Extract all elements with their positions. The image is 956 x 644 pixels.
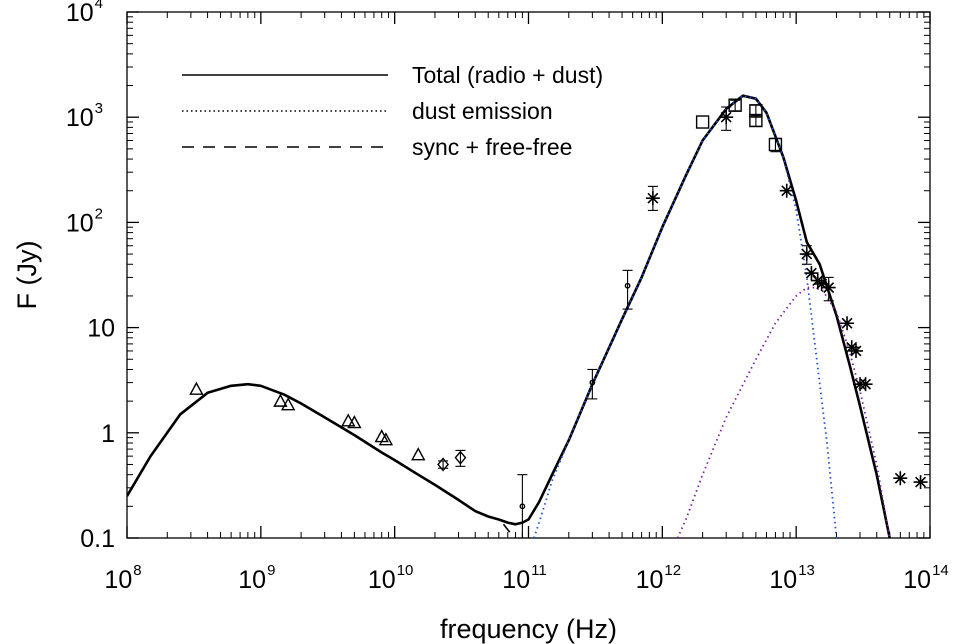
data-point-asterisk (849, 343, 864, 358)
triangle-marker (347, 415, 362, 429)
asterisk-marker (821, 280, 836, 295)
asterisk-marker (913, 475, 928, 490)
data-point-square (749, 113, 763, 128)
data-point-triangle (273, 393, 288, 407)
y-tick-exponent: 3 (95, 100, 103, 117)
x-tick-labels: 108 109 1010 1011 1012 1013 1014 (104, 562, 948, 594)
triangle-marker (411, 447, 426, 461)
y-tick-label: 1 (101, 420, 115, 448)
x-tick-label: 1011 (502, 562, 546, 594)
data-point-circle (517, 474, 528, 539)
x-tick-exponent: 14 (932, 562, 949, 579)
x-tick-label: 1014 (903, 562, 949, 594)
y-tick-label: 102 (66, 205, 103, 237)
data-point-asterisk (799, 245, 814, 265)
data-point-square (728, 98, 742, 112)
data-point-circle (622, 269, 633, 310)
asterisk-marker (849, 343, 864, 358)
asterisk-marker (840, 316, 855, 331)
data-point-asterisk (893, 471, 908, 486)
y-tick-label: 103 (66, 100, 103, 132)
triangle-marker (378, 432, 394, 446)
data-point-diamond (437, 457, 449, 472)
x-tick-exponent: 9 (267, 562, 275, 579)
data-point-asterisk (804, 266, 819, 281)
data-point-triangle (189, 381, 204, 395)
data-point-triangle (347, 415, 362, 429)
asterisk-marker (779, 183, 794, 198)
asterisk-marker (645, 191, 660, 206)
data-point-asterisk (779, 183, 794, 198)
x-tick-exponent: 11 (531, 562, 547, 579)
data-point-asterisk (814, 276, 829, 291)
y-tick-exponent: 4 (95, 0, 103, 12)
legend-label-total: Total (radio + dust) (412, 62, 603, 88)
data-points (189, 98, 928, 539)
axis-ticks (126, 11, 931, 539)
x-tick-label: 1012 (636, 562, 682, 594)
data-point-triangle (341, 413, 356, 427)
square-marker (695, 115, 710, 129)
asterisk-marker (719, 110, 734, 125)
circle-marker (589, 379, 596, 386)
x-tick-exponent: 8 (133, 562, 141, 579)
curve-dashed (502, 523, 516, 538)
data-point-triangle (411, 447, 426, 461)
diamond-marker (454, 450, 467, 465)
y-tick-label: 10 (87, 315, 115, 343)
x-tick-exponent: 10 (397, 562, 414, 579)
square-marker (749, 113, 763, 128)
triangle-marker (280, 397, 296, 411)
data-point-square (768, 137, 783, 153)
data-point-square (695, 115, 710, 129)
diamond-marker (437, 457, 449, 472)
circle-marker (519, 503, 526, 510)
data-point-triangle (280, 397, 296, 411)
asterisk-marker (814, 276, 829, 291)
circle-marker (624, 282, 631, 289)
asterisk-marker (858, 377, 873, 392)
legend: Total (radio + dust) dust emission sync … (182, 62, 603, 160)
square-marker (728, 98, 742, 112)
square-marker (768, 137, 783, 152)
y-axis-title: F (Jy) (12, 241, 42, 310)
x-tick-exponent: 13 (798, 562, 815, 579)
data-point-diamond (454, 449, 467, 467)
triangle-marker (189, 381, 204, 395)
y-tick-exponent: 2 (95, 205, 103, 222)
legend-label-sync: sync + free-free (412, 134, 572, 160)
data-point-asterisk (840, 316, 855, 331)
data-point-asterisk (645, 185, 660, 211)
data-point-asterisk (913, 475, 928, 490)
x-tick-label: 1013 (769, 562, 815, 594)
x-axis-title: frequency (Hz) (440, 614, 617, 644)
data-point-triangle (378, 432, 394, 446)
triangle-marker (341, 413, 356, 427)
curve-solid (127, 94, 891, 538)
y-tick-label: 0.1 (80, 525, 115, 553)
asterisk-marker (893, 471, 908, 486)
curve-dotted (676, 286, 891, 538)
y-tick-label: 104 (66, 0, 103, 27)
model-curves (127, 94, 891, 538)
legend-label-dust: dust emission (412, 98, 553, 124)
x-tick-label: 109 (238, 562, 275, 594)
x-tick-exponent: 12 (664, 562, 681, 579)
data-point-circle (587, 368, 598, 400)
x-tick-label: 1010 (368, 562, 414, 594)
curve-dotted (533, 94, 838, 538)
y-tick-labels: 0.1 1 10 102 103 104 (66, 0, 115, 553)
asterisk-marker (804, 266, 819, 281)
asterisk-marker (799, 247, 814, 262)
data-point-asterisk (858, 377, 873, 392)
x-tick-label: 108 (104, 562, 141, 594)
data-point-asterisk (821, 276, 836, 302)
triangle-marker (273, 393, 288, 407)
